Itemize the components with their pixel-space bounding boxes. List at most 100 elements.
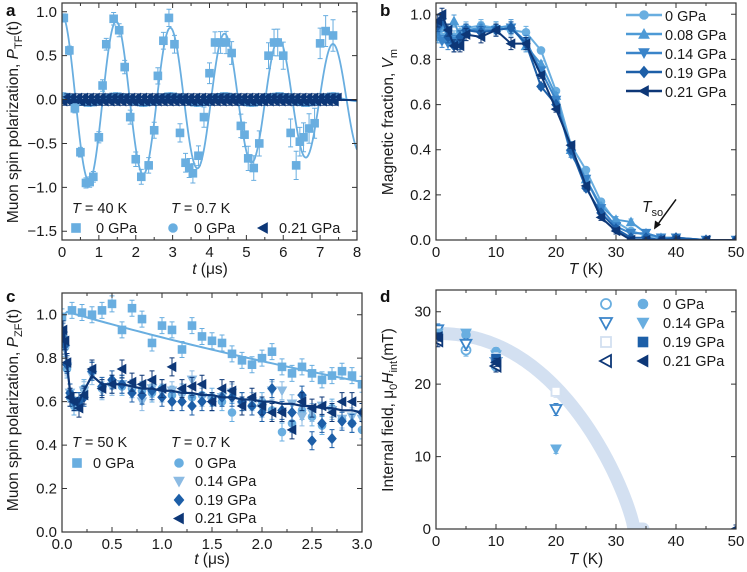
data-point [347, 371, 357, 380]
panel-label-a: a [6, 1, 16, 20]
xlabel-d: T (K) [569, 551, 603, 568]
data-point [221, 38, 231, 47]
x-tick-label: 10 [488, 244, 505, 261]
data-point [114, 25, 124, 35]
y-tick-label: 0.2 [36, 481, 57, 498]
data-point [266, 407, 277, 418]
error-bar [733, 236, 736, 240]
data-point [197, 332, 207, 341]
data-point [297, 362, 307, 372]
data-point [257, 353, 267, 363]
legend-c-item: 0 GPa [195, 456, 237, 472]
data-point [550, 385, 562, 397]
data-point [506, 22, 516, 34]
data-point [240, 130, 249, 139]
legend-marker [639, 10, 649, 20]
data-point [109, 14, 118, 24]
data-point [120, 62, 129, 72]
data-point [206, 396, 217, 407]
data-point [326, 407, 337, 418]
legend-marker [600, 298, 612, 310]
x-tick-label: 20 [548, 244, 565, 261]
y-tick-label: 20 [414, 376, 431, 393]
data-point [86, 363, 97, 375]
y-tick-label: 0.4 [36, 437, 57, 454]
legend-d: 0 GPa 0.14 GPa 0.19 GPa 0.21 GPa [663, 297, 725, 370]
data-point [167, 325, 177, 335]
data-point [291, 161, 301, 170]
x-tick-label: 2 [132, 244, 140, 261]
y-tick-label: −1.5 [27, 223, 57, 240]
data-point [127, 387, 137, 399]
data-point [264, 51, 273, 60]
data-point [460, 29, 471, 40]
data-point [199, 112, 209, 122]
data-point [315, 39, 325, 48]
data-point [186, 381, 197, 392]
x-tick-label: 6 [279, 244, 287, 261]
x-tick-label: 3.0 [352, 536, 373, 553]
plot-area-d [436, 323, 736, 529]
fit-line-40k [62, 13, 357, 183]
data-point [164, 13, 174, 23]
annotation-arrow [656, 199, 677, 226]
data-point [144, 161, 153, 170]
y-tick-label: 0.8 [410, 51, 431, 68]
x-tick-label: 7 [316, 244, 324, 261]
data-point [227, 48, 236, 58]
data-point [436, 15, 443, 27]
x-tick-label: 10 [488, 533, 505, 550]
x-tick-label: 2.5 [302, 536, 323, 553]
y-tick-label: 1.0 [36, 307, 57, 324]
plot-frame-b [435, 2, 737, 241]
data-point [267, 382, 277, 395]
data-point [187, 321, 197, 330]
legend-a-group-40k: T = 40 K [72, 201, 128, 217]
legend-c-item: 0.19 GPa [195, 493, 257, 509]
y-tick-label: 30 [414, 304, 431, 321]
data-point [166, 361, 177, 373]
x-tick-label: 40 [668, 244, 685, 261]
data-point [550, 103, 561, 115]
data-point [459, 338, 473, 352]
data-point [216, 383, 227, 394]
x-tick-label: 4 [205, 244, 213, 261]
data-point [489, 356, 501, 369]
data-point [196, 378, 207, 390]
legend-a-item: 0 GPa [194, 221, 236, 237]
data-point [96, 383, 107, 394]
legend-b-item: 0.14 GPa [665, 47, 727, 63]
data-point [347, 417, 357, 430]
data-point [317, 375, 327, 385]
data-point [448, 15, 460, 26]
plot-frame-a [61, 2, 358, 241]
data-point [328, 31, 338, 40]
data-point [76, 147, 85, 157]
data-point [176, 383, 187, 394]
data-point [333, 92, 342, 102]
xlabel-b: T (K) [569, 261, 603, 278]
data-point [254, 139, 264, 148]
x-tick-label: 40 [668, 533, 685, 550]
data-point [610, 225, 621, 237]
plot-frame-d [435, 289, 737, 530]
data-point [549, 404, 563, 417]
data-point [299, 133, 308, 142]
data-point [188, 168, 198, 178]
y-tick-label: 0.2 [410, 187, 431, 204]
data-point [177, 345, 187, 354]
legend-marker [174, 458, 184, 468]
legend-c-item: 0.21 GPa [195, 511, 257, 527]
data-point [287, 369, 297, 378]
y-tick-label: 10 [414, 449, 431, 466]
data-point [117, 325, 127, 335]
x-tick-label: 0.0 [52, 536, 73, 553]
legend-marker [636, 317, 650, 330]
ylabel-a: Muon spin polarization, PTF(t) [5, 21, 25, 223]
data-point [536, 80, 546, 93]
data-point [454, 40, 465, 52]
legend-a-item: 0 GPa [96, 221, 138, 237]
legend-marker [172, 512, 184, 525]
fit-line-07k [62, 331, 362, 414]
legend-marker [638, 27, 650, 39]
